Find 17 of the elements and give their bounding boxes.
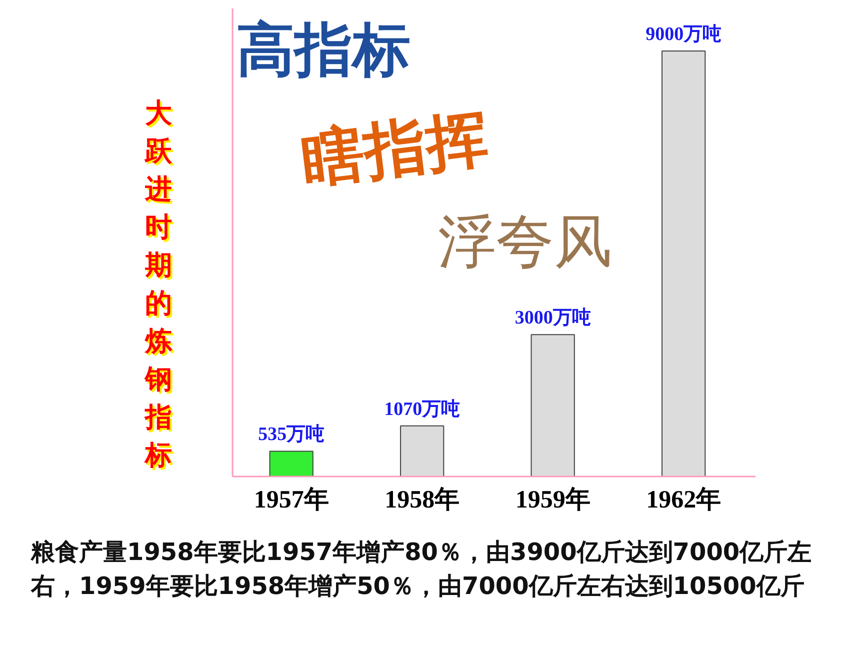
annotation: 浮夸风 [438,207,612,276]
data-label: 535万吨 [258,423,325,446]
annotation: 瞎指挥 [298,100,492,196]
bar [662,50,706,476]
text: 大跃进时期的炼钢指标 [145,98,172,471]
text: 粮食产量1958年要比1957年增产80％，由3900亿斤达到7000亿斤左右，1959年要比1958年增产50％，由7000亿斤左右达到10500亿斤 [31,537,813,602]
x-tick-label: 1958年 [384,486,460,514]
chart-title: 高指标 [236,15,410,84]
data-label: 9000万吨 [646,23,722,46]
x-tick-label: 1959年 [515,486,590,514]
x-tick-label: 1957年 [254,486,329,514]
x-tick-label: 1962年 [646,486,722,514]
bar [269,450,314,476]
data-label: 1070万吨 [384,398,460,420]
bar [530,334,575,476]
data-label: 3000万吨 [514,306,591,329]
bar [400,425,444,476]
